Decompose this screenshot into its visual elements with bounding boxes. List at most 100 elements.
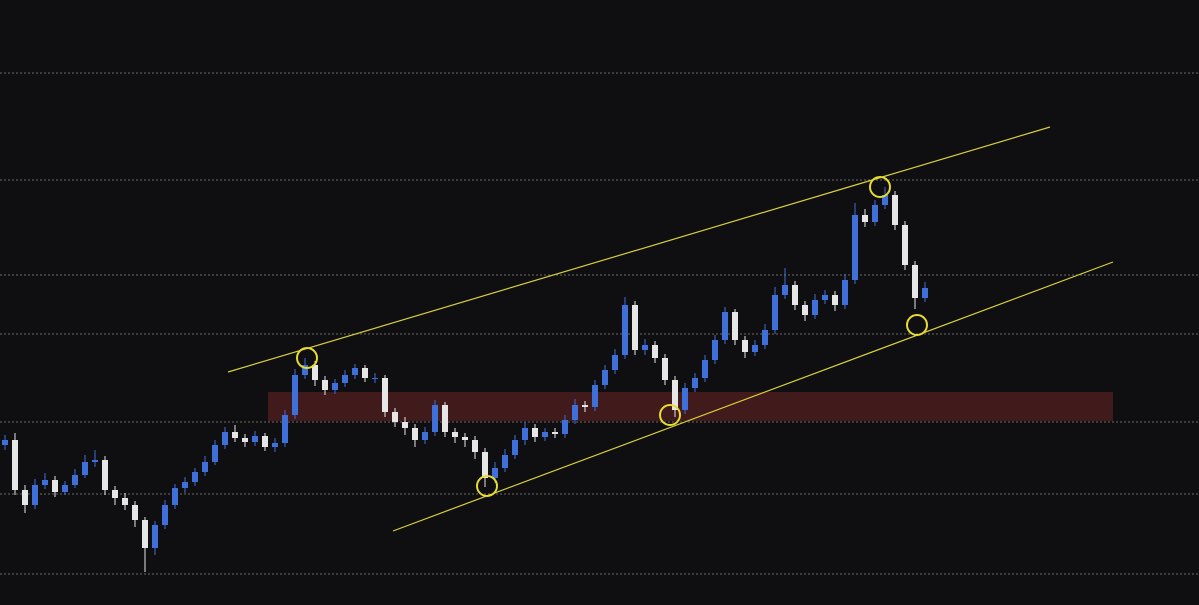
candle-body	[922, 288, 928, 298]
candle-body	[802, 305, 808, 315]
candle-body	[742, 340, 748, 352]
candle-body	[502, 455, 508, 468]
candle-body	[2, 440, 8, 445]
candle-body	[682, 388, 688, 410]
candle-body	[662, 358, 668, 380]
candle-body	[792, 285, 798, 305]
candle-body	[712, 340, 718, 360]
candle-body	[52, 480, 58, 492]
candle-body	[122, 498, 128, 505]
touch-marker	[659, 404, 681, 426]
candle-body	[912, 265, 918, 298]
candle-body	[842, 280, 848, 305]
candle-body	[42, 480, 48, 485]
candle-body	[632, 305, 638, 350]
candle-body	[832, 295, 838, 305]
touch-marker	[869, 176, 891, 198]
candle-body	[572, 405, 578, 420]
trendline	[227, 126, 1051, 373]
candle-body	[862, 215, 868, 222]
candle-body	[202, 462, 208, 472]
candle-body	[182, 482, 188, 488]
candle-body	[552, 432, 558, 434]
candle-body	[382, 378, 388, 412]
candle-body	[22, 490, 28, 505]
candle-body	[652, 345, 658, 358]
candle-body	[72, 475, 78, 485]
candle-body	[102, 460, 108, 490]
candle-body	[432, 405, 438, 432]
candle-body	[692, 378, 698, 388]
candle-body	[242, 438, 248, 442]
candle-body	[582, 405, 588, 407]
candle-body	[212, 445, 218, 462]
candle-body	[542, 432, 548, 437]
candle-body	[902, 225, 908, 265]
touch-marker	[906, 314, 928, 336]
candle-body	[302, 365, 308, 375]
candle-body	[152, 525, 158, 548]
candle-body	[752, 345, 758, 352]
candle-body	[352, 368, 358, 375]
candle-body	[372, 378, 378, 379]
candle-body	[162, 505, 168, 525]
candle-body	[92, 460, 98, 462]
candle-body	[322, 380, 328, 390]
candle-body	[852, 215, 858, 280]
candle-body	[592, 385, 598, 407]
candle-body	[332, 383, 338, 390]
touch-marker	[476, 475, 498, 497]
candle-body	[292, 375, 298, 415]
candle-body	[112, 490, 118, 498]
candle-body	[602, 370, 608, 385]
candle-body	[612, 355, 618, 370]
candle-body	[672, 380, 678, 410]
candle-body	[442, 405, 448, 432]
candle-body	[762, 330, 768, 345]
candle-body	[812, 300, 818, 315]
candle-body	[232, 432, 238, 438]
candle-body	[282, 415, 288, 443]
candle-body	[392, 412, 398, 422]
candle-body	[272, 443, 278, 447]
candle-body	[532, 428, 538, 437]
candle-body	[222, 432, 228, 445]
candle-body	[172, 488, 178, 505]
candle-body	[312, 365, 318, 380]
candle-body	[892, 195, 898, 225]
candle-body	[132, 505, 138, 520]
candle-body	[722, 312, 728, 340]
candle-body	[472, 440, 478, 452]
candle-body	[522, 428, 528, 440]
candle-body	[192, 472, 198, 482]
candle-body	[822, 295, 828, 300]
candle-body	[452, 432, 458, 437]
candle-body	[882, 195, 888, 205]
candle-body	[562, 420, 568, 434]
candle-body	[492, 468, 498, 478]
candle-body	[402, 422, 408, 428]
candle-body	[772, 295, 778, 330]
candle-body	[642, 345, 648, 350]
candle-body	[62, 485, 68, 492]
candle-body	[362, 368, 368, 378]
candle-body	[12, 440, 18, 490]
candle-body	[702, 360, 708, 378]
candle-body	[622, 305, 628, 355]
candle-body	[82, 462, 88, 475]
candle-body	[462, 437, 468, 440]
candle-body	[512, 440, 518, 455]
zone	[268, 392, 1113, 421]
candle-body	[342, 375, 348, 383]
candle-body	[872, 205, 878, 222]
candle-body	[482, 452, 488, 478]
candle-body	[782, 285, 788, 295]
trendline	[392, 261, 1114, 532]
candle-body	[252, 436, 258, 442]
candle-body	[32, 485, 38, 505]
candle-body	[732, 312, 738, 340]
touch-marker	[296, 347, 318, 369]
candle-body	[412, 428, 418, 440]
